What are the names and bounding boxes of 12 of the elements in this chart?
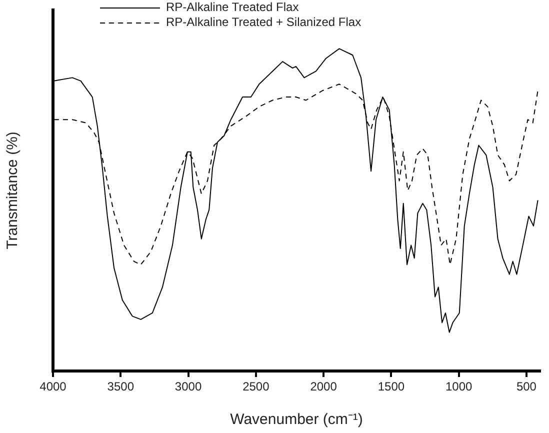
x-axis-title: Wavenumber (cm⁻¹): [230, 411, 363, 428]
x-tick-label: 500: [516, 380, 537, 394]
legend-label: RP-Alkaline Treated + Silanized Flax: [166, 15, 362, 30]
x-tick-label: 3000: [174, 380, 202, 394]
y-axis-title: Transmitance (%): [4, 132, 22, 250]
x-tick-label: 2000: [310, 380, 338, 394]
x-tick-label: 1500: [378, 380, 405, 394]
legend-label: RP-Alkaline Treated Flax: [166, 0, 299, 15]
x-tick-label: 2500: [242, 380, 270, 394]
x-tick-label: 1000: [445, 380, 473, 394]
x-tick-label: 4000: [40, 380, 67, 394]
x-tick-label: 3500: [107, 380, 134, 394]
